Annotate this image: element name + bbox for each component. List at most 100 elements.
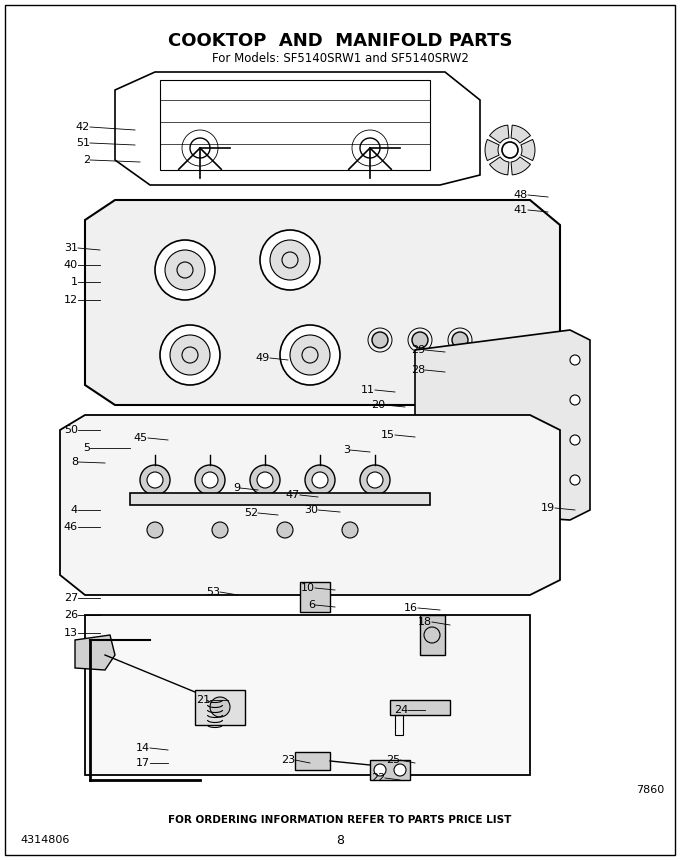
Text: 52: 52 (244, 508, 258, 518)
Text: 28: 28 (411, 365, 425, 375)
Text: 19: 19 (541, 503, 555, 513)
Text: 42: 42 (75, 122, 90, 132)
Text: 2: 2 (83, 155, 90, 165)
Circle shape (360, 465, 390, 495)
Text: 40: 40 (64, 260, 78, 270)
Circle shape (570, 475, 580, 485)
Circle shape (257, 472, 273, 488)
Circle shape (147, 522, 163, 538)
Text: 51: 51 (76, 138, 90, 148)
Text: 26: 26 (64, 610, 78, 620)
Text: 5: 5 (83, 443, 90, 453)
Text: FOR ORDERING INFORMATION REFER TO PARTS PRICE LIST: FOR ORDERING INFORMATION REFER TO PARTS … (169, 815, 511, 825)
Text: 13: 13 (64, 628, 78, 638)
Bar (420, 615, 445, 655)
Circle shape (195, 465, 225, 495)
Text: 8: 8 (71, 457, 78, 467)
Text: 21: 21 (196, 695, 210, 705)
Circle shape (372, 332, 388, 348)
Text: 12: 12 (64, 295, 78, 305)
Text: 22: 22 (371, 773, 385, 783)
Circle shape (452, 332, 468, 348)
Text: 48: 48 (514, 190, 528, 200)
Circle shape (212, 522, 228, 538)
Polygon shape (490, 157, 509, 175)
Circle shape (502, 142, 518, 158)
Text: 30: 30 (304, 505, 318, 515)
Circle shape (155, 240, 215, 300)
Text: 3: 3 (343, 445, 350, 455)
Circle shape (210, 697, 230, 717)
Polygon shape (511, 157, 530, 175)
Polygon shape (85, 200, 560, 405)
Bar (390, 700, 450, 715)
Text: 4: 4 (71, 505, 78, 515)
Text: 45: 45 (134, 433, 148, 443)
Circle shape (250, 465, 280, 495)
Text: 31: 31 (64, 243, 78, 253)
Circle shape (367, 472, 383, 488)
Circle shape (170, 335, 210, 375)
Circle shape (290, 335, 330, 375)
Text: 18: 18 (418, 617, 432, 627)
Text: 53: 53 (206, 587, 220, 597)
Circle shape (280, 325, 340, 385)
Text: COOKTOP  AND  MANIFOLD PARTS: COOKTOP AND MANIFOLD PARTS (168, 32, 512, 50)
Text: 46: 46 (64, 522, 78, 532)
Text: 11: 11 (361, 385, 375, 395)
Text: 9: 9 (233, 483, 240, 493)
Circle shape (570, 395, 580, 405)
Bar (85, 615, 530, 775)
Text: 1: 1 (71, 277, 78, 287)
Text: 14: 14 (136, 743, 150, 753)
Circle shape (140, 465, 170, 495)
Circle shape (165, 250, 205, 290)
Circle shape (305, 465, 335, 495)
Bar (295, 752, 330, 770)
Bar (195, 690, 245, 725)
Text: 27: 27 (64, 593, 78, 603)
Text: 7860: 7860 (636, 785, 664, 795)
Circle shape (342, 522, 358, 538)
Text: 50: 50 (64, 425, 78, 435)
Text: 29: 29 (411, 345, 425, 355)
Text: 41: 41 (514, 205, 528, 215)
Text: 8: 8 (336, 833, 344, 846)
Text: 16: 16 (404, 603, 418, 613)
Circle shape (570, 435, 580, 445)
Bar (395, 715, 403, 735)
Circle shape (312, 472, 328, 488)
Circle shape (147, 472, 163, 488)
Text: 6: 6 (308, 600, 315, 610)
Text: 24: 24 (394, 705, 408, 715)
Circle shape (270, 240, 310, 280)
Polygon shape (415, 330, 590, 520)
Text: For Models: SF5140SRW1 and SF5140SRW2: For Models: SF5140SRW1 and SF5140SRW2 (211, 52, 469, 65)
Circle shape (202, 472, 218, 488)
Text: 17: 17 (136, 758, 150, 768)
Bar (300, 582, 330, 612)
Text: 15: 15 (381, 430, 395, 440)
Text: 47: 47 (286, 490, 300, 500)
Bar (370, 760, 410, 780)
Circle shape (570, 355, 580, 365)
Circle shape (160, 325, 220, 385)
Polygon shape (485, 139, 499, 161)
Polygon shape (511, 125, 530, 143)
Bar (160, 80, 430, 170)
Polygon shape (75, 635, 115, 670)
Polygon shape (521, 139, 535, 161)
Text: 10: 10 (301, 583, 315, 593)
Text: 20: 20 (371, 400, 385, 410)
Text: 49: 49 (256, 353, 270, 363)
Text: 25: 25 (386, 755, 400, 765)
Circle shape (374, 764, 386, 776)
Polygon shape (60, 415, 560, 595)
Circle shape (412, 332, 428, 348)
Circle shape (260, 230, 320, 290)
Text: 23: 23 (281, 755, 295, 765)
Circle shape (394, 764, 406, 776)
Circle shape (277, 522, 293, 538)
Polygon shape (490, 125, 509, 143)
Bar (130, 493, 430, 505)
